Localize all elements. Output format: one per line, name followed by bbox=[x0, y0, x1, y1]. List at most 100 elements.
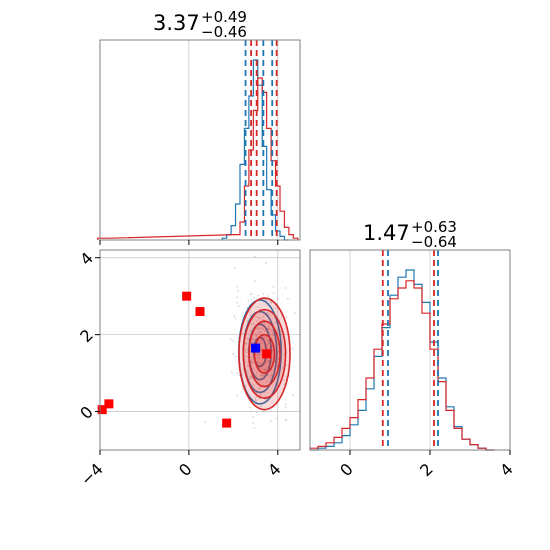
scatter-sample-point bbox=[255, 320, 258, 322]
scatter-sample-point bbox=[284, 403, 287, 406]
right-histogram-frame bbox=[309, 249, 511, 451]
scatter-sample-point bbox=[250, 377, 253, 379]
scatter-sample-point bbox=[270, 420, 272, 423]
scatter-sample-point bbox=[267, 295, 270, 298]
blue-square-marker-0 bbox=[251, 343, 261, 353]
scatter-sample-point bbox=[270, 372, 273, 375]
scatter-sample-point bbox=[276, 417, 278, 420]
scatter-sample-point bbox=[247, 372, 249, 375]
scatter-sample-point bbox=[253, 427, 256, 429]
scatter-sample-point bbox=[256, 327, 259, 330]
scatter-sample-point bbox=[246, 337, 249, 340]
scatter-sample-point bbox=[266, 380, 269, 383]
top-histogram-frame bbox=[99, 39, 301, 241]
scatter-sample-point bbox=[233, 315, 236, 317]
scatter-sample-point bbox=[261, 361, 264, 364]
scatter-sample-point bbox=[253, 338, 256, 341]
scatter-sample-point bbox=[249, 346, 252, 349]
scatter-sample-point bbox=[244, 349, 247, 352]
scatter-sample-point bbox=[276, 307, 279, 310]
scatter-sample-point bbox=[233, 266, 236, 269]
scatter-sample-point bbox=[269, 376, 272, 379]
scatter-sample-point bbox=[262, 328, 264, 331]
scatter-sample-point bbox=[260, 373, 263, 376]
scatter-sample-point bbox=[265, 299, 267, 302]
scatter-sample-point bbox=[250, 356, 253, 359]
scatter-sample-point bbox=[259, 394, 262, 396]
scatter-sample-point bbox=[246, 351, 249, 354]
scatter-sample-point bbox=[257, 387, 260, 390]
right-histogram-panel: 0 2 4 1.47 +0.63 −0.64 bbox=[309, 218, 517, 480]
scatter-sample-point bbox=[256, 306, 259, 309]
scatter-sample-point bbox=[270, 374, 273, 377]
scatter-sample-point bbox=[263, 335, 265, 338]
scatter-sample-point bbox=[249, 375, 252, 378]
scatter-xtick-label-0: −4 bbox=[77, 459, 107, 489]
scatter-sample-point bbox=[258, 328, 261, 331]
right-histogram-title-plus: +0.63 bbox=[411, 218, 457, 236]
scatter-sample-point bbox=[255, 411, 258, 414]
scatter-sample-point bbox=[260, 405, 262, 408]
scatter-sample-point bbox=[247, 300, 250, 303]
scatter-sample-point bbox=[230, 371, 233, 374]
scatter-sample-point bbox=[258, 397, 261, 400]
scatter-sample-point bbox=[229, 337, 232, 340]
scatter-sample-point bbox=[237, 305, 240, 307]
scatter-sample-point bbox=[284, 287, 287, 289]
top-histogram-title-plus: +0.49 bbox=[201, 8, 247, 26]
scatter-sample-point bbox=[237, 289, 240, 292]
red-square-marker-4 bbox=[222, 418, 232, 428]
right-hist-xtick-label-2: 4 bbox=[496, 459, 517, 480]
scatter-sample-point bbox=[252, 362, 255, 364]
scatter-sample-point bbox=[258, 317, 261, 320]
scatter-sample-point bbox=[261, 368, 264, 371]
scatter-sample-point bbox=[291, 347, 294, 350]
scatter-sample-point bbox=[249, 329, 252, 332]
scatter-sample-point bbox=[266, 312, 269, 314]
scatter-contour-panel: −4 0 4 0 2 4 bbox=[76, 248, 301, 490]
right-hist-xtick-label-0: 0 bbox=[336, 459, 357, 480]
scatter-sample-point bbox=[268, 347, 271, 350]
scatter-sample-point bbox=[262, 293, 265, 295]
scatter-sample-point bbox=[285, 316, 288, 319]
scatter-sample-point bbox=[283, 379, 286, 381]
scatter-sample-point bbox=[246, 369, 249, 372]
scatter-sample-point bbox=[283, 353, 286, 356]
scatter-ytick-label-1: 2 bbox=[76, 325, 97, 346]
red-square-marker-5 bbox=[262, 349, 272, 359]
right-hist-xtick-label-1: 2 bbox=[416, 459, 437, 480]
scatter-sample-point bbox=[253, 384, 255, 387]
scatter-sample-point bbox=[250, 410, 253, 413]
red-square-marker-3 bbox=[195, 307, 205, 317]
scatter-sample-point bbox=[270, 369, 273, 372]
scatter-sample-point bbox=[234, 317, 237, 320]
scatter-sample-point bbox=[253, 296, 256, 299]
scatter-sample-point bbox=[273, 338, 276, 340]
scatter-sample-point bbox=[236, 372, 239, 375]
scatter-sample-point bbox=[251, 338, 254, 340]
scatter-sample-point bbox=[232, 352, 234, 355]
top-histogram-title-minus: −0.46 bbox=[201, 23, 247, 41]
scatter-sample-point bbox=[257, 353, 260, 356]
right-hist-series-0-step bbox=[310, 269, 494, 451]
scatter-sample-point bbox=[259, 332, 262, 335]
scatter-sample-point bbox=[258, 361, 261, 364]
scatter-sample-point bbox=[260, 348, 263, 350]
scatter-sample-point bbox=[254, 255, 257, 258]
scatter-sample-point bbox=[245, 342, 248, 345]
scatter-sample-point bbox=[261, 375, 264, 378]
scatter-sample-point bbox=[271, 349, 274, 352]
scatter-sample-point bbox=[272, 334, 274, 337]
scatter-sample-point bbox=[235, 355, 238, 358]
scatter-sample-point bbox=[250, 361, 253, 364]
scatter-sample-point bbox=[266, 366, 269, 369]
scatter-sample-point bbox=[256, 357, 259, 360]
red-square-marker-1 bbox=[104, 399, 114, 409]
scatter-sample-point bbox=[241, 373, 244, 376]
top-histogram-title-value: 3.37 bbox=[153, 11, 200, 35]
red-square-marker-2 bbox=[182, 291, 192, 301]
scatter-sample-point bbox=[251, 367, 254, 370]
top-hist-series-1-step bbox=[97, 77, 299, 240]
scatter-sample-point bbox=[249, 406, 252, 409]
